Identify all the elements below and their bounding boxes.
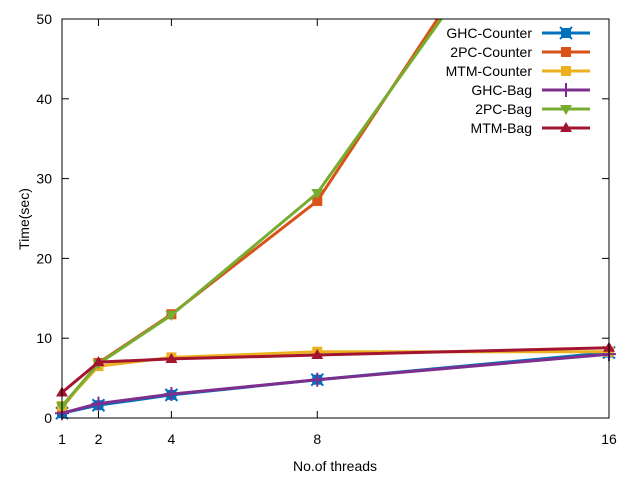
- y-tick-label: 20: [36, 250, 52, 266]
- y-axis-label: Time(sec): [16, 188, 32, 250]
- legend-item: MTM-Counter: [446, 63, 590, 79]
- data-point: [91, 396, 106, 411]
- data-point: [165, 311, 178, 322]
- plot-frame: [61, 18, 610, 419]
- data-point: [561, 47, 571, 57]
- x-tick-label: 1: [58, 431, 66, 447]
- legend: GHC-Counter 2PC-Counter MTM-Counter GHC-Bag…: [446, 25, 590, 136]
- y-tick-label: 10: [36, 330, 52, 346]
- legend-label: GHC-Bag: [471, 82, 532, 98]
- x-tick-label: 4: [168, 431, 176, 447]
- x-tick-label: 8: [313, 431, 321, 447]
- legend-item: MTM-Bag: [471, 120, 590, 136]
- legend-label: 2PC-Counter: [450, 44, 532, 60]
- legend-label: MTM-Bag: [471, 120, 532, 136]
- data-point: [560, 105, 572, 115]
- data-point-cross: [559, 26, 573, 40]
- data-point: [92, 356, 105, 367]
- legend-label: 2PC-Bag: [475, 101, 532, 117]
- legend-item: GHC-Bag: [471, 82, 590, 98]
- data-point: [165, 352, 178, 363]
- data-point: [164, 387, 179, 402]
- legend-item: GHC-Counter: [446, 25, 590, 41]
- y-tick-label: 30: [36, 171, 52, 187]
- data-point: [560, 122, 572, 132]
- legend-label: MTM-Counter: [446, 63, 533, 79]
- x-tick-label: 16: [601, 431, 617, 447]
- y-tick-label: 50: [36, 11, 52, 27]
- legend-item: 2PC-Counter: [450, 44, 590, 60]
- y-tick-label: 40: [36, 91, 52, 107]
- data-point: [310, 372, 325, 387]
- data-point: [561, 66, 571, 76]
- data-point: [311, 348, 324, 359]
- legend-label: GHC-Counter: [446, 25, 532, 41]
- x-axis-label: No.of threads: [293, 458, 377, 474]
- data-point: [312, 195, 323, 206]
- data-point: [311, 188, 324, 199]
- data-point: [559, 83, 573, 97]
- legend-item: 2PC-Bag: [475, 101, 590, 117]
- y-tick-label: 0: [44, 410, 52, 426]
- x-tick-label: 2: [95, 431, 103, 447]
